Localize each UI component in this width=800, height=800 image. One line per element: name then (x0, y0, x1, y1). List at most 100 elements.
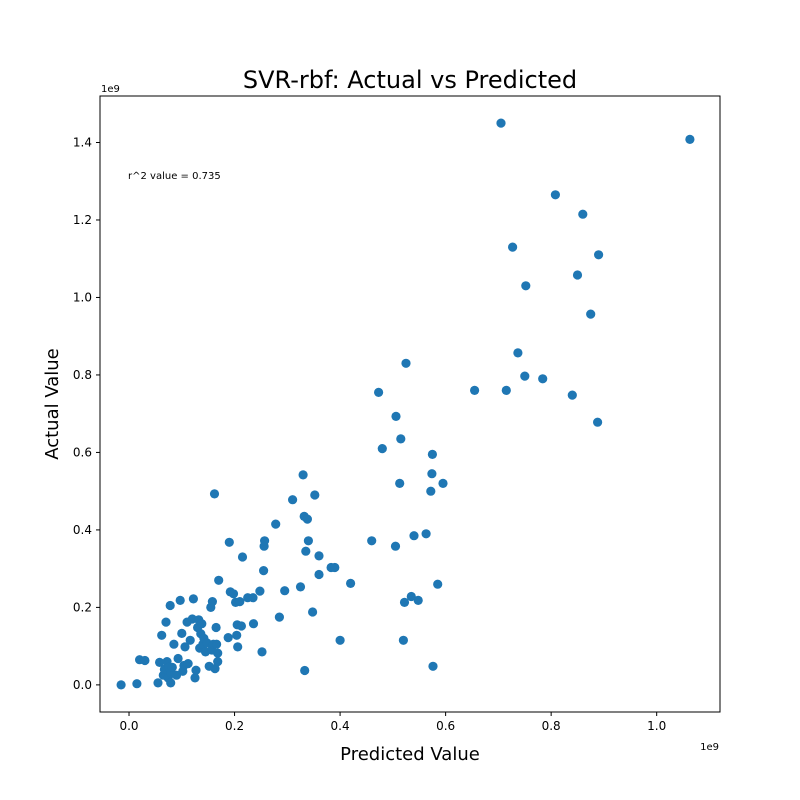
data-point-110 (438, 478, 448, 488)
y-tick-label: 0.4 (73, 523, 92, 537)
data-point-95 (391, 411, 401, 421)
data-point-80 (301, 546, 311, 556)
data-point-67 (255, 586, 265, 596)
data-point-120 (567, 390, 577, 400)
data-point-58 (232, 630, 242, 640)
data-point-117 (521, 281, 531, 291)
data-point-93 (377, 444, 387, 454)
data-point-81 (302, 514, 312, 524)
data-point-97 (396, 434, 406, 444)
data-point-73 (274, 612, 284, 622)
x-tick-label: 0.8 (542, 719, 561, 733)
data-point-89 (335, 635, 345, 645)
data-point-54 (224, 537, 234, 547)
data-point-118 (538, 374, 548, 384)
y-tick-label: 1.4 (73, 135, 92, 149)
data-point-24 (180, 642, 190, 652)
data-point-99 (399, 597, 410, 608)
x-offset-label: 1e9 (700, 742, 719, 753)
data-point-112 (496, 118, 506, 128)
data-point-66 (248, 619, 259, 629)
data-point-82 (303, 536, 313, 546)
data-point-50 (213, 657, 223, 667)
data-point-83 (308, 607, 318, 617)
data-point-46 (209, 489, 220, 499)
x-tick-label: 0.6 (436, 719, 455, 733)
data-point-102 (409, 531, 419, 541)
data-point-113 (501, 385, 511, 395)
x-tick-label: 0.4 (331, 719, 350, 733)
y-tick-label: 0.2 (73, 600, 92, 614)
data-point-101 (406, 591, 416, 602)
data-point-44 (207, 597, 217, 607)
data-point-17 (169, 639, 179, 649)
data-point-122 (578, 209, 588, 219)
y-axis-label: Actual Value (42, 348, 63, 460)
data-point-31 (191, 665, 201, 675)
data-point-62 (236, 621, 246, 631)
x-tick-label: 0.0 (119, 719, 138, 733)
data-point-4 (153, 678, 163, 688)
data-point-91 (367, 536, 377, 546)
data-point-63 (237, 552, 248, 562)
data-point-111 (470, 385, 480, 395)
data-point-114 (507, 242, 518, 252)
data-point-107 (427, 449, 437, 459)
y-tick-label: 0.8 (73, 368, 92, 382)
data-point-14 (166, 678, 176, 688)
data-point-30 (190, 673, 200, 683)
data-point-60 (233, 642, 243, 652)
data-point-84 (310, 490, 320, 500)
y-ticks: 0.0 0.2 0.4 0.6 0.8 1.0 1.2 1.4 (73, 135, 100, 692)
data-point-20 (175, 595, 185, 606)
data-point-121 (572, 270, 583, 280)
x-ticks: 0.0 0.2 0.4 0.6 0.8 1.0 (119, 712, 666, 733)
data-point-75 (288, 495, 298, 505)
data-point-126 (685, 134, 695, 144)
data-point-116 (520, 371, 530, 381)
data-point-26 (183, 659, 193, 669)
data-point-124 (593, 417, 603, 427)
data-point-109 (433, 579, 443, 589)
data-point-5 (155, 657, 165, 668)
data-point-100 (401, 358, 411, 368)
r2-annotation: r^2 value = 0.735 (128, 171, 221, 182)
data-point-69 (259, 566, 269, 576)
chart-title: SVR-rbf: Actual vs Predicted (243, 66, 577, 94)
data-point-65 (248, 593, 258, 603)
data-point-104 (421, 529, 431, 539)
data-point-27 (185, 635, 195, 645)
data-point-77 (298, 470, 308, 480)
data-point-49 (212, 639, 222, 649)
data-point-79 (300, 665, 310, 676)
data-point-16 (167, 662, 177, 673)
data-point-53 (223, 633, 233, 643)
data-point-13 (165, 600, 175, 611)
data-point-36 (197, 619, 207, 629)
data-point-123 (586, 309, 596, 319)
data-point-119 (550, 190, 561, 200)
data-point-88 (330, 562, 340, 573)
data-point-61 (235, 597, 245, 607)
data-point-0 (116, 680, 126, 690)
data-point-3 (140, 655, 150, 666)
data-point-98 (398, 635, 408, 645)
data-point-21 (177, 628, 187, 639)
data-point-96 (395, 478, 405, 488)
plot-frame (99, 95, 721, 713)
data-point-86 (314, 569, 324, 580)
y-offset-label: 1e9 (101, 84, 120, 95)
data-point-51 (213, 648, 223, 658)
x-axis-label: Predicted Value (340, 744, 480, 765)
data-point-76 (295, 582, 306, 592)
data-point-19 (173, 653, 183, 664)
data-point-85 (314, 551, 324, 561)
data-point-106 (427, 469, 437, 479)
x-tick-label: 0.2 (225, 719, 244, 733)
data-point-56 (228, 589, 239, 599)
data-point-72 (271, 519, 281, 529)
data-point-1 (132, 679, 142, 689)
data-point-71 (260, 536, 270, 546)
data-point-125 (594, 250, 604, 260)
